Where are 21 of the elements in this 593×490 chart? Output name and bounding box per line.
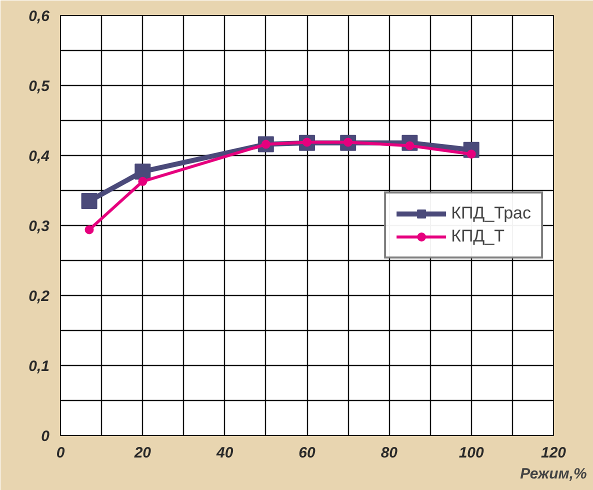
x-tick-label: 20 bbox=[133, 444, 152, 462]
x-tick-label: 100 bbox=[458, 444, 485, 462]
x-tick-label: 80 bbox=[380, 444, 398, 462]
x-tick-label: 120 bbox=[540, 444, 567, 462]
y-tick-label: 0,3 bbox=[28, 218, 50, 235]
y-tick-label: 0,2 bbox=[28, 288, 50, 305]
point bbox=[134, 164, 151, 180]
y-tick-label: 0,1 bbox=[28, 358, 50, 375]
y-tick-label: 0,4 bbox=[28, 148, 50, 165]
y-tick-label: 0,5 bbox=[28, 78, 50, 95]
x-axis-title: Режим,% bbox=[520, 466, 587, 482]
y-tick-label: 0 bbox=[41, 428, 50, 445]
legend-label: КПД_Трас bbox=[451, 204, 531, 224]
legend-label: КПД_Т bbox=[451, 226, 505, 246]
x-tick-label: 60 bbox=[298, 444, 316, 462]
point bbox=[138, 176, 148, 186]
point bbox=[81, 193, 98, 209]
point bbox=[84, 225, 94, 234]
x-tick-label: 0 bbox=[56, 444, 66, 462]
x-tick-label: 40 bbox=[215, 444, 234, 462]
y-tick-label: 0,6 bbox=[28, 8, 50, 25]
